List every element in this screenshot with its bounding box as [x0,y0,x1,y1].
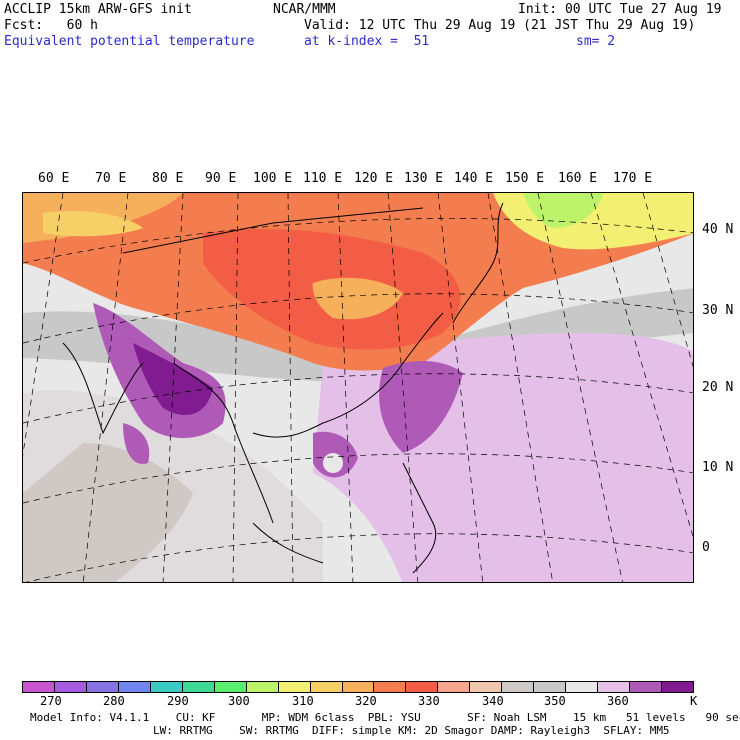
colorbar-unit: K [690,694,698,708]
forecast-hour: Fcst: 60 h [4,18,98,33]
typhoon-eye [323,453,343,473]
colorbar-swatch [630,682,663,692]
convection-philippines [379,361,463,453]
model-title: ACCLIP 15km ARW-GFS init [4,2,192,17]
model-info-line2: LW: RRTMG SW: RRTMG DIFF: simple KM: 2D … [153,724,670,737]
colorbar-swatch [438,682,471,692]
colorbar-label: 310 [292,694,314,708]
colorbar-label: 320 [355,694,377,708]
lon-label: 150 E [505,171,545,186]
colorbar-swatch [566,682,599,692]
lon-label: 80 E [152,171,184,186]
colorbar-swatch [86,682,119,692]
colorbar-swatch [502,682,535,692]
lon-label: 60 E [38,171,70,186]
lon-label: 70 E [95,171,127,186]
colorbar-swatch [662,682,694,692]
level-label: at k-index = 51 [304,34,430,49]
colorbar-swatch [182,682,215,692]
colorbar-swatch [214,682,247,692]
colorbar-swatch [406,682,439,692]
lon-label: 170 E [613,171,653,186]
init-time: Init: 00 UTC Tue 27 Aug 19 [518,2,722,17]
colorbar-label: 360 [607,694,629,708]
lat-label: 10 N [702,460,734,475]
coastlines [62,202,504,574]
theta-e-map [22,192,694,583]
convection-bay-south [123,423,150,464]
colorbar-label: 330 [418,694,440,708]
lon-label: 90 E [205,171,237,186]
colorbar-swatch [374,682,407,692]
valid-time: Valid: 12 UTC Thu 29 Aug 19 (21 JST Thu … [304,18,696,33]
colorbar-label: 300 [228,694,250,708]
colorbar-swatch [534,682,567,692]
colorbar-label: 270 [40,694,62,708]
colorbar-swatch [54,682,87,692]
colorbar-swatch [470,682,503,692]
colorbar-swatch [310,682,343,692]
organization-label: NCAR/MMM [273,2,336,17]
lon-label: 100 E [253,171,293,186]
lon-label: 140 E [454,171,494,186]
lon-label: 110 E [303,171,343,186]
colorbar-label: 290 [167,694,189,708]
colorbar [22,681,694,693]
lon-label: 120 E [354,171,394,186]
colorbar-swatch [23,682,55,692]
colorbar-swatch [278,682,311,692]
lat-label: 20 N [702,380,734,395]
grey-band-north [23,288,693,383]
colorbar-swatch [118,682,151,692]
colorbar-swatch [246,682,279,692]
colorbar-label: 280 [103,694,125,708]
colorbar-swatch [150,682,183,692]
field-name: Equivalent potential temperature [4,34,255,49]
lat-label: 0 [702,540,710,555]
smoothing-label: sm= 2 [576,34,616,49]
grey-patch-south [23,443,193,582]
graticule [23,193,693,582]
colorbar-label: 340 [482,694,504,708]
model-info-line1: Model Info: V4.1.1 CU: KF MP: WDM 6class… [30,711,740,724]
lat-label: 40 N [702,222,734,237]
lat-label: 30 N [702,303,734,318]
convection-india-core [133,343,213,416]
lon-label: 160 E [558,171,598,186]
lon-label: 130 E [404,171,444,186]
orange-patch-mongolia [312,277,403,320]
colorbar-swatch [598,682,631,692]
green-patch-north [523,193,603,228]
colorbar-swatch [342,682,375,692]
colorbar-label: 350 [544,694,566,708]
yellow-patch-west [43,211,143,237]
